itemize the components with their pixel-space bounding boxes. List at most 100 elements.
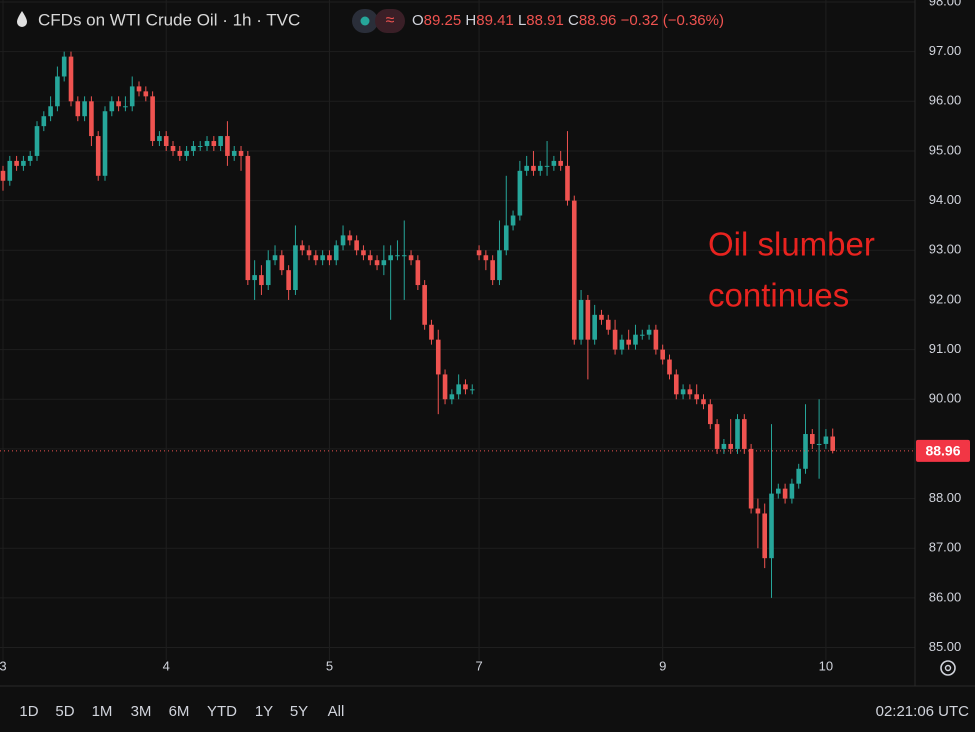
- candle-body: [741, 419, 747, 449]
- candle-body: [163, 136, 169, 146]
- market-open-dot: [360, 16, 370, 26]
- candle-body: [524, 165, 529, 171]
- candle-body: [265, 260, 271, 286]
- settings-icon[interactable]: [940, 660, 956, 676]
- candle-body: [34, 126, 40, 156]
- candle-body: [503, 225, 509, 251]
- candle-body: [701, 399, 706, 405]
- candle-body: [388, 255, 393, 261]
- candle-body: [449, 394, 455, 400]
- candle-body: [483, 255, 489, 261]
- y-tick-label: 86.00: [929, 589, 962, 604]
- annotation-line: Oil slumber: [708, 226, 875, 263]
- candle-body: [497, 250, 502, 281]
- candle-body: [347, 235, 353, 241]
- delayed-data-icon[interactable]: [375, 9, 405, 33]
- candle-body: [238, 150, 244, 156]
- candle-body: [605, 319, 611, 330]
- range-button[interactable]: 3M: [131, 703, 152, 720]
- candle-body: [408, 255, 414, 261]
- candle-body: [735, 419, 740, 449]
- candle-body: [585, 299, 591, 340]
- range-button[interactable]: 1Y: [255, 703, 273, 720]
- candle-body: [776, 488, 781, 494]
- symbol-icon: [17, 11, 27, 27]
- candle-body: [612, 329, 618, 350]
- candle-body: [762, 513, 767, 559]
- candle-body: [660, 349, 665, 360]
- candle-body: [123, 106, 128, 108]
- range-button[interactable]: 1M: [92, 703, 113, 720]
- candle-body: [633, 334, 638, 345]
- clock: 02:21:06 UTC: [876, 703, 970, 720]
- range-button[interactable]: 5D: [55, 703, 74, 720]
- candle-body: [286, 270, 291, 291]
- ohlc-readout: O89.25 H89.41 L88.91 C88.96 −0.32 (−0.36…: [412, 12, 724, 29]
- candle-body: [102, 111, 108, 176]
- candle-body: [476, 250, 482, 256]
- candle-body: [293, 245, 298, 291]
- candle-body: [707, 404, 713, 425]
- candle-body: [789, 483, 795, 499]
- candle-body: [245, 155, 251, 281]
- x-tick-label: 10: [819, 658, 833, 673]
- candle-body: [177, 150, 183, 156]
- candle-body: [673, 374, 679, 395]
- candle-body: [456, 384, 461, 395]
- range-button[interactable]: All: [328, 703, 345, 720]
- ohlc-high: 89.41: [476, 12, 514, 29]
- candle-body: [299, 245, 305, 251]
- candle-body: [313, 255, 319, 261]
- annotation-line: continues: [708, 277, 849, 314]
- range-button[interactable]: 5Y: [290, 703, 308, 720]
- y-tick-label: 91.00: [929, 341, 962, 356]
- candle-body: [435, 339, 441, 375]
- candle-body: [48, 106, 53, 117]
- candle-body: [367, 255, 373, 261]
- candle-body: [354, 240, 359, 251]
- candle-body: [551, 160, 557, 166]
- chart-title: CFDs on WTI Crude Oil · 1h · TVC: [38, 10, 300, 29]
- candle-body: [401, 255, 407, 257]
- x-tick-label: 7: [475, 658, 482, 673]
- settings-center: [944, 664, 952, 672]
- candle-body: [136, 86, 142, 92]
- range-button[interactable]: 1D: [19, 703, 38, 720]
- candle-body: [218, 136, 223, 146]
- candle-body: [95, 136, 101, 176]
- candle-body: [252, 275, 257, 281]
- grid: [0, 0, 915, 660]
- candle-body: [619, 339, 625, 350]
- y-tick-label: 92.00: [929, 291, 962, 306]
- candle-body: [116, 101, 121, 107]
- candle-body: [395, 255, 400, 257]
- range-button[interactable]: 6M: [169, 703, 190, 720]
- x-tick-label: 4: [163, 658, 170, 673]
- candle-body: [571, 200, 577, 340]
- candle-body: [7, 160, 13, 181]
- ohlc-key: H: [465, 12, 476, 29]
- candle-body: [721, 443, 727, 449]
- y-tick-label: 95.00: [929, 142, 962, 157]
- candle-body: [422, 285, 427, 325]
- range-button[interactable]: YTD: [207, 703, 237, 720]
- toolbar: 1D 5D 1M 3M 6M YTD 1Y 5Y All 02:21:06 UTC: [19, 703, 969, 720]
- candle-body: [374, 260, 380, 266]
- candle-body: [333, 245, 339, 261]
- candle-body: [340, 235, 346, 246]
- ohlc-key: O: [412, 12, 424, 29]
- candle-body: [0, 170, 6, 181]
- candle-body: [565, 165, 570, 201]
- ohlc-low: 88.91: [526, 12, 564, 29]
- candle-body: [755, 508, 761, 514]
- candle-body: [537, 165, 543, 171]
- x-tick-label: 3: [0, 658, 7, 673]
- last-price-label: 88.96: [925, 443, 960, 459]
- candle-body: [157, 136, 162, 142]
- candle-body: [714, 424, 720, 449]
- ohlc-key: C: [568, 12, 579, 29]
- y-tick-label: 96.00: [929, 93, 962, 108]
- candle-body: [769, 493, 774, 559]
- candle-body: [782, 488, 788, 499]
- candle-body: [327, 255, 332, 261]
